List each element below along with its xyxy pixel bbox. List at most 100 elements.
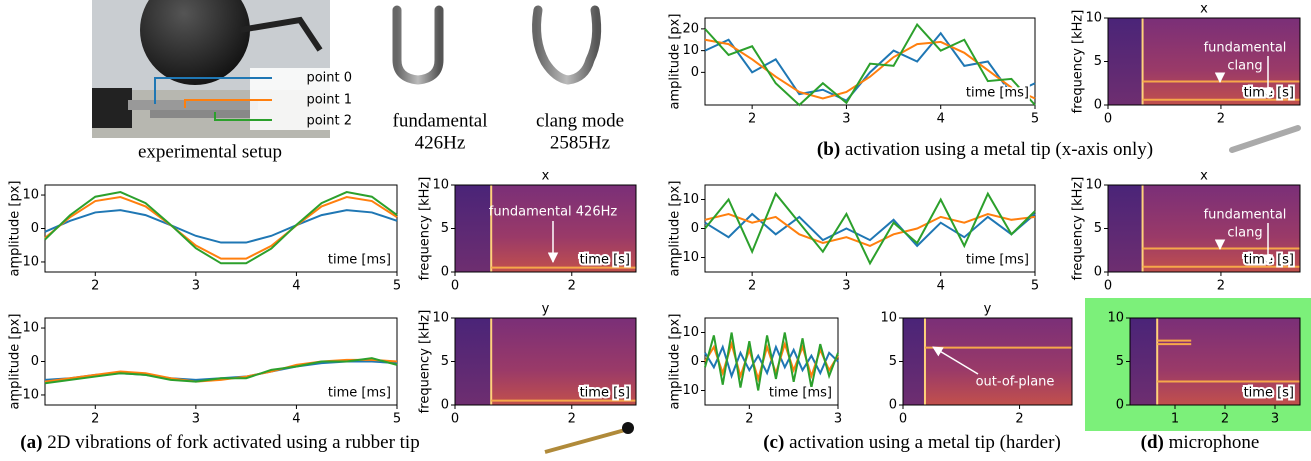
- y-axis-label: frequency [kHz]: [418, 310, 433, 414]
- axes-frame: [704, 17, 1036, 106]
- x-tick-label: 1: [1171, 412, 1179, 427]
- x-tick-label: 2: [748, 279, 756, 294]
- x-axis-label: time [s]: [580, 386, 630, 401]
- series-line: [44, 357, 398, 385]
- x-axis-label: time [s]: [1244, 86, 1294, 101]
- y-tick-label: 0: [691, 221, 699, 236]
- y-tick-label: 0: [691, 65, 699, 80]
- y-tick-label: 0: [1116, 398, 1124, 413]
- y-tick-label: 10: [22, 321, 39, 336]
- caption: (b) activation using a metal tip (x-axis…: [817, 139, 1153, 160]
- x-tick-label: 3: [192, 279, 200, 294]
- x-tick-label: 5: [393, 279, 401, 294]
- x-tick-label: 4: [937, 112, 945, 127]
- x-tick-label: 2: [1217, 112, 1225, 127]
- y-tick-label: -10: [678, 250, 699, 265]
- x-axis-label: time [ms]: [769, 386, 832, 401]
- spectrogram-bg: [924, 318, 1072, 405]
- spectrogram-bg: [491, 185, 636, 272]
- caption-label: (c): [763, 432, 784, 453]
- caption: (a) 2D vibrations of fork activated usin…: [20, 432, 419, 453]
- series-line: [704, 332, 839, 391]
- x-axis-label: time [s]: [580, 253, 630, 268]
- y-tick-label: 10: [682, 43, 699, 58]
- x-tick-label: 0: [1104, 112, 1112, 127]
- setup-caption: experimental setup: [138, 141, 282, 162]
- annotation: fundamental 426Hz: [489, 205, 618, 220]
- x-tick-label: 2: [568, 279, 576, 294]
- y-axis-label: amplitude [px]: [8, 181, 23, 277]
- caption-label: (b): [817, 139, 840, 160]
- series-line: [704, 212, 1036, 248]
- x-tick-label: 2: [91, 412, 99, 427]
- series-line: [704, 22, 1036, 107]
- y-tick-label: 10: [880, 311, 897, 326]
- x-tick-label: 3: [842, 112, 850, 127]
- point-label: point 2: [306, 114, 352, 129]
- y-tick-label: 10: [22, 188, 39, 203]
- chart-title: x: [1200, 2, 1208, 17]
- y-axis-label: amplitude [px]: [668, 314, 683, 410]
- x-tick-label: 4: [292, 279, 300, 294]
- y-axis-label: frequency [kHz]: [1071, 10, 1086, 114]
- y-tick-label: 10: [1085, 178, 1102, 193]
- caption: (c) activation using a metal tip (harder…: [763, 432, 1061, 453]
- annotation: clang: [1227, 59, 1262, 74]
- metal-tip: [1229, 125, 1301, 153]
- y-tick-label: 0: [1094, 265, 1102, 280]
- y-tick-label: 0: [691, 354, 699, 369]
- x-tick-label: 3: [192, 412, 200, 427]
- y-tick-label: 5: [889, 354, 897, 369]
- annotation-arrow: [932, 346, 979, 375]
- x-tick-label: 2: [745, 412, 753, 427]
- y-tick-label: 0: [441, 398, 449, 413]
- x-tick-label: 4: [292, 412, 300, 427]
- y-axis-label: frequency [kHz]: [1071, 177, 1086, 281]
- series-line: [704, 38, 1036, 100]
- x-tick-label: 3: [842, 279, 850, 294]
- y-tick-label: 0: [31, 221, 39, 236]
- annotation: clang: [1227, 226, 1262, 241]
- spectrogram-bg: [1108, 18, 1143, 105]
- spectrogram-bg: [1142, 18, 1300, 105]
- y-tick-label: 5: [1116, 354, 1124, 369]
- spectrogram-bg: [1157, 318, 1300, 405]
- fork-frequency: 426Hz: [415, 132, 466, 153]
- spectrogram-bg: [1108, 185, 1143, 272]
- chart-title: y: [542, 302, 550, 317]
- caption-label: (d): [1141, 432, 1164, 453]
- chart-title: y: [984, 302, 992, 317]
- x-tick-label: 4: [937, 279, 945, 294]
- x-tick-label: 0: [899, 412, 907, 427]
- caption-text: microphone: [1169, 432, 1260, 453]
- y-tick-label: 0: [889, 398, 897, 413]
- x-axis-label: time [ms]: [328, 386, 391, 401]
- spectrogram-bg: [1142, 185, 1300, 272]
- fork-images: [392, 5, 602, 103]
- x-axis-label: time [s]: [1244, 253, 1294, 268]
- y-tick-label: -10: [18, 387, 39, 402]
- caption-text: activation using a metal tip (harder): [789, 432, 1061, 453]
- y-tick-label: 5: [441, 354, 449, 369]
- series-line: [704, 191, 1036, 266]
- y-tick-label: 0: [441, 265, 449, 280]
- series-line: [704, 31, 1036, 102]
- x-tick-label: 5: [393, 412, 401, 427]
- fork-name: fundamental: [393, 110, 488, 131]
- annotation: fundamental: [1204, 208, 1287, 223]
- series-line: [704, 212, 1036, 247]
- y-axis-label: amplitude [px]: [8, 314, 23, 410]
- caption-text: 2D vibrations of fork activated using a …: [47, 432, 420, 453]
- annotation: out-of-plane: [976, 375, 1055, 390]
- setup-photo: point 0 point 1 point 2: [92, 0, 360, 138]
- spectrogram-bg: [1130, 318, 1158, 405]
- point-label: point 1: [306, 93, 352, 108]
- x-tick-label: 2: [1221, 412, 1229, 427]
- x-tick-label: 5: [1031, 112, 1039, 127]
- y-tick-label: 5: [441, 221, 449, 236]
- series-line: [44, 196, 398, 260]
- y-tick-label: 5: [1094, 54, 1102, 69]
- spectrogram-bg: [491, 318, 636, 405]
- x-tick-label: 2: [1015, 412, 1023, 427]
